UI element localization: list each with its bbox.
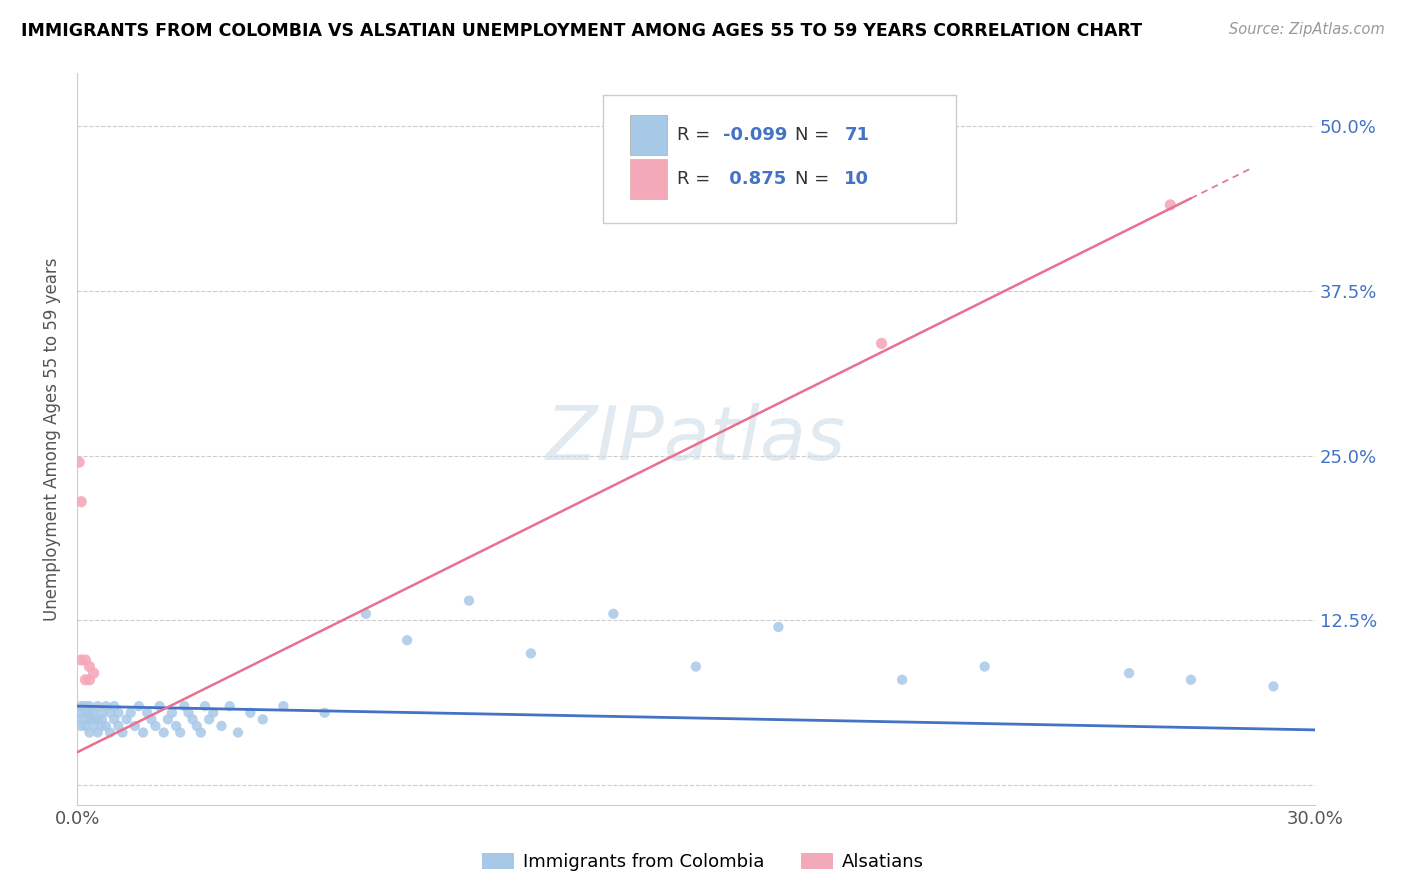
Point: [141, 712, 163, 726]
Point: [314, 706, 336, 720]
Point: [520, 646, 543, 660]
Point: [67, 455, 90, 469]
Point: [66, 712, 89, 726]
Point: [145, 719, 167, 733]
Point: [75, 673, 97, 687]
Point: [124, 719, 146, 733]
Point: [156, 712, 179, 726]
Point: [160, 706, 183, 720]
Text: R =: R =: [678, 170, 716, 188]
Point: [202, 706, 225, 720]
Point: [190, 725, 212, 739]
Point: [87, 712, 110, 726]
Point: [90, 712, 112, 726]
Point: [149, 699, 172, 714]
Point: [79, 706, 101, 720]
FancyBboxPatch shape: [603, 95, 956, 223]
Point: [103, 712, 125, 726]
Point: [79, 673, 101, 687]
Point: [70, 706, 93, 720]
Point: [396, 633, 419, 648]
Point: [70, 699, 93, 714]
Point: [273, 699, 295, 714]
Point: [870, 336, 893, 351]
Point: [973, 659, 995, 673]
Point: [83, 719, 105, 733]
Point: [132, 725, 155, 739]
Point: [169, 725, 191, 739]
Point: [79, 659, 101, 673]
Point: [75, 699, 97, 714]
Point: [218, 699, 240, 714]
Point: [90, 706, 112, 720]
Point: [173, 699, 195, 714]
Point: [79, 725, 101, 739]
Point: [211, 719, 233, 733]
Text: -0.099: -0.099: [723, 126, 787, 145]
Text: IMMIGRANTS FROM COLOMBIA VS ALSATIAN UNEMPLOYMENT AMONG AGES 55 TO 59 YEARS CORR: IMMIGRANTS FROM COLOMBIA VS ALSATIAN UNE…: [21, 22, 1142, 40]
Legend: Immigrants from Colombia, Alsatians: Immigrants from Colombia, Alsatians: [474, 846, 932, 879]
Y-axis label: Unemployment Among Ages 55 to 59 years: Unemployment Among Ages 55 to 59 years: [44, 257, 60, 621]
Text: N =: N =: [794, 170, 835, 188]
Point: [70, 653, 93, 667]
Point: [226, 725, 249, 739]
Point: [685, 659, 707, 673]
Point: [768, 620, 790, 634]
Text: ZIPatlas: ZIPatlas: [546, 403, 846, 475]
Text: Source: ZipAtlas.com: Source: ZipAtlas.com: [1229, 22, 1385, 37]
Point: [98, 706, 121, 720]
Point: [103, 699, 125, 714]
Point: [83, 666, 105, 681]
Point: [120, 706, 142, 720]
FancyBboxPatch shape: [630, 115, 668, 155]
Point: [181, 712, 204, 726]
Point: [75, 706, 97, 720]
Point: [79, 699, 101, 714]
Point: [458, 593, 481, 607]
Point: [165, 719, 187, 733]
Point: [98, 725, 121, 739]
Text: 10: 10: [845, 170, 869, 188]
Point: [602, 607, 624, 621]
Point: [70, 719, 93, 733]
Point: [83, 712, 105, 726]
Point: [111, 725, 134, 739]
Point: [107, 719, 129, 733]
Point: [83, 706, 105, 720]
Point: [87, 725, 110, 739]
Point: [75, 712, 97, 726]
Point: [152, 725, 174, 739]
Point: [177, 706, 200, 720]
Point: [194, 699, 217, 714]
Text: 0.875: 0.875: [723, 170, 786, 188]
Point: [115, 712, 138, 726]
Point: [239, 706, 262, 720]
Point: [252, 712, 274, 726]
Point: [1263, 679, 1285, 693]
Text: 71: 71: [845, 126, 869, 145]
Point: [70, 494, 93, 508]
Point: [1180, 673, 1202, 687]
Point: [891, 673, 914, 687]
Point: [136, 706, 159, 720]
Point: [94, 699, 117, 714]
Point: [79, 712, 101, 726]
Point: [198, 712, 221, 726]
Point: [128, 699, 150, 714]
Point: [186, 719, 208, 733]
Point: [354, 607, 377, 621]
Point: [87, 699, 110, 714]
Point: [75, 653, 97, 667]
Text: N =: N =: [794, 126, 835, 145]
Point: [1118, 666, 1140, 681]
Point: [107, 706, 129, 720]
Point: [94, 719, 117, 733]
Point: [75, 719, 97, 733]
FancyBboxPatch shape: [630, 159, 668, 199]
Point: [1159, 198, 1181, 212]
Point: [90, 719, 112, 733]
Text: R =: R =: [678, 126, 716, 145]
